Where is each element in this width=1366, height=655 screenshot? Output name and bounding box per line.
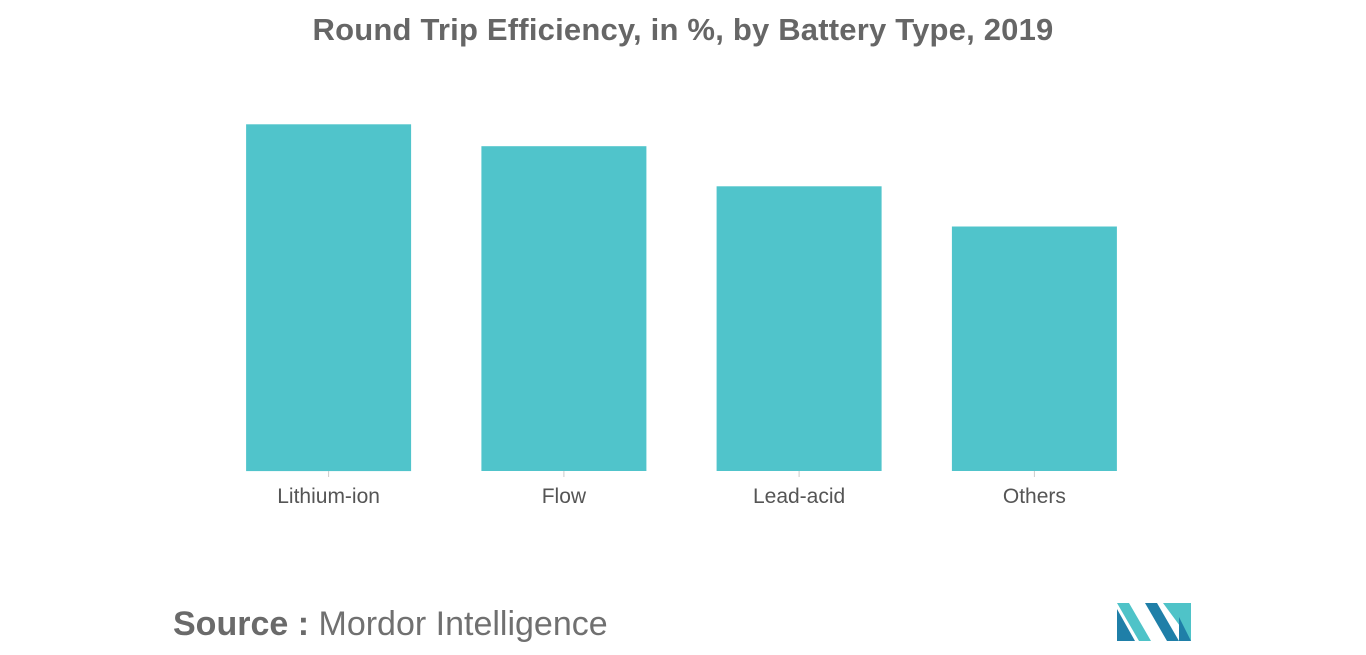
bars-group <box>246 124 1117 472</box>
bar-lead-acid <box>716 186 882 472</box>
bar-flow <box>481 146 647 471</box>
source-credit: Source : Mordor Intelligence <box>173 605 608 644</box>
source-label: Source : <box>173 605 310 643</box>
logo-shape-5 <box>1179 617 1191 641</box>
x-tick-label: Others <box>1003 485 1066 508</box>
category-labels-group: Lithium-ion Flow Lead-acid Others <box>277 485 1066 508</box>
logo-shape-2 <box>1117 609 1135 641</box>
mordor-intelligence-logo-icon <box>1117 603 1191 641</box>
logo-shape-1 <box>1117 603 1151 641</box>
bar-lithium-ion <box>246 124 412 472</box>
logo-shape-3 <box>1145 603 1179 641</box>
x-tick-label: Lithium-ion <box>277 485 380 508</box>
x-tick-label: Lead-acid <box>753 485 845 508</box>
bar-others <box>951 226 1117 471</box>
x-tick-label: Flow <box>542 485 587 508</box>
source-value: Mordor Intelligence <box>318 605 608 643</box>
ticks-group <box>328 471 1035 477</box>
chart-title: Round Trip Efficiency, in %, by Battery … <box>312 12 1054 47</box>
